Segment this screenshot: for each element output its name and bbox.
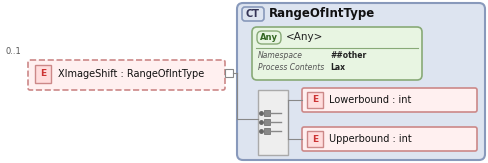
FancyBboxPatch shape	[258, 90, 288, 155]
FancyBboxPatch shape	[307, 92, 323, 108]
Text: Any: Any	[260, 33, 278, 42]
Text: Namespace: Namespace	[258, 52, 303, 60]
Text: E: E	[40, 69, 46, 79]
FancyBboxPatch shape	[35, 65, 51, 83]
Text: Upperbound : int: Upperbound : int	[329, 134, 412, 144]
FancyBboxPatch shape	[28, 60, 225, 90]
Text: XImageShift : RangeOfIntType: XImageShift : RangeOfIntType	[58, 69, 204, 79]
FancyBboxPatch shape	[242, 7, 264, 21]
Text: ##other: ##other	[330, 52, 366, 60]
FancyBboxPatch shape	[252, 27, 422, 80]
FancyBboxPatch shape	[264, 110, 270, 116]
Text: <Any>: <Any>	[286, 32, 324, 43]
Text: E: E	[312, 96, 318, 104]
FancyBboxPatch shape	[264, 128, 270, 134]
FancyBboxPatch shape	[302, 88, 477, 112]
FancyBboxPatch shape	[264, 119, 270, 125]
FancyBboxPatch shape	[257, 31, 281, 44]
FancyBboxPatch shape	[225, 69, 233, 77]
Text: E: E	[312, 134, 318, 143]
FancyBboxPatch shape	[302, 127, 477, 151]
FancyBboxPatch shape	[237, 3, 485, 160]
Text: 0..1: 0..1	[5, 46, 21, 55]
Text: CT: CT	[246, 9, 260, 19]
Text: Process Contents: Process Contents	[258, 62, 324, 72]
Text: Lowerbound : int: Lowerbound : int	[329, 95, 411, 105]
Text: Lax: Lax	[330, 62, 345, 72]
FancyBboxPatch shape	[307, 131, 323, 147]
Text: RangeOfIntType: RangeOfIntType	[269, 7, 375, 21]
